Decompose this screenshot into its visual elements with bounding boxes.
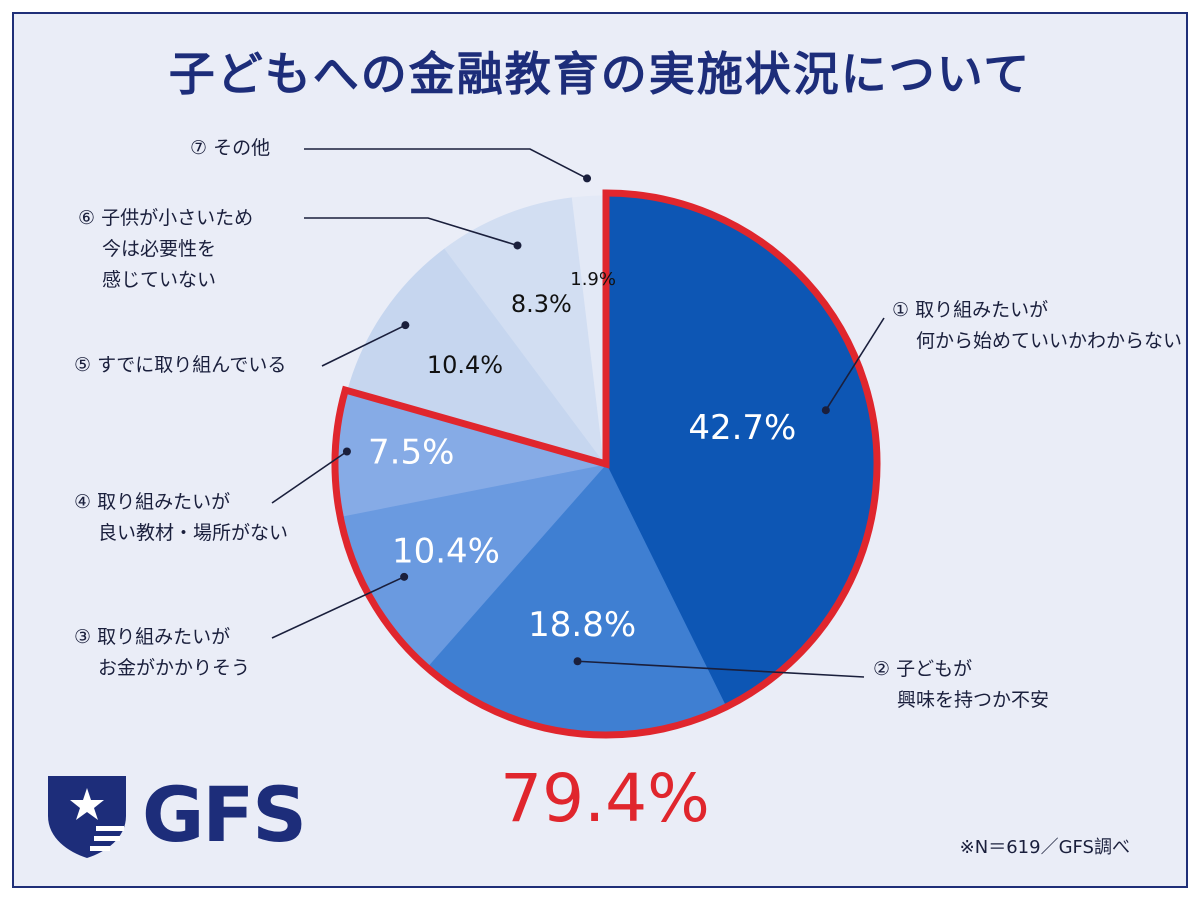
leader-dot-7	[583, 174, 592, 183]
slice-label-line: ⑦ その他	[190, 137, 271, 159]
footnote: ※N＝619／GFS調べ	[959, 837, 1130, 858]
leader-dot-4	[342, 447, 351, 456]
slice-label-3: ③ 取り組みたいが お金がかかりそう	[74, 622, 250, 684]
highlight-outline	[331, 189, 881, 739]
slice-value-6: 8.3%	[511, 290, 572, 318]
slice-label-4: ④ 取り組みたいが 良い教材・場所がない	[74, 487, 288, 549]
slice-value-4: 7.5%	[368, 433, 454, 473]
slice-label-line: 何から始めていいかわからない	[916, 330, 1183, 352]
slice-label-5: ⑤ すでに取り組んでいる	[74, 350, 286, 381]
slice-label-6: ⑥ 子供が小さいため 今は必要性を 感じていない	[78, 203, 253, 296]
slice-value-5: 10.4%	[427, 351, 503, 379]
slice-label-line: ② 子どもが	[873, 658, 973, 680]
slice-value-2: 18.8%	[528, 605, 636, 645]
slice-value-3: 10.4%	[392, 531, 500, 571]
slice-label-line: お金がかかりそう	[98, 657, 251, 679]
logo-text: GFS	[142, 770, 307, 859]
slice-label-line: ④ 取り組みたいが	[74, 491, 231, 513]
slice-label-line: ⑥ 子供が小さいため	[78, 207, 254, 229]
leader-line-4	[271, 450, 348, 504]
slice-label-line: ③ 取り組みたいが	[74, 626, 231, 648]
leader-line-6	[304, 217, 518, 247]
leader-dot-5	[401, 321, 410, 330]
pie-slice-6	[444, 197, 605, 464]
highlight-total: 79.4%	[500, 760, 710, 837]
pie-slice-5	[347, 248, 606, 463]
leader-dot-1	[821, 406, 830, 415]
slice-label-1: ① 取り組みたいが 何から始めていいかわからない	[892, 295, 1182, 357]
slice-label-line: ① 取り組みたいが	[892, 299, 1049, 321]
leader-dot-3	[400, 572, 409, 581]
slice-label-7: ⑦ その他	[190, 133, 270, 164]
slice-value-1: 42.7%	[688, 408, 796, 448]
slice-label-line: 感じていない	[102, 269, 217, 291]
slice-label-line: ⑤ すでに取り組んでいる	[74, 354, 287, 376]
leader-line-5	[321, 324, 406, 367]
slice-value-7: 1.9%	[570, 269, 616, 290]
leader-line-7	[304, 148, 588, 180]
slice-label-line: 今は必要性を	[102, 238, 217, 260]
leader-dot-6	[513, 241, 522, 250]
slice-label-line: 興味を持つか不安	[897, 689, 1050, 711]
leader-line-3	[271, 576, 405, 639]
leader-dot-2	[573, 657, 582, 666]
leader-line-1	[825, 317, 885, 411]
chart-title: 子どもへの金融教育の実施状況について	[168, 47, 1032, 101]
slice-label-line: 良い教材・場所がない	[98, 522, 289, 544]
gfs-logo: GFS	[44, 770, 307, 860]
leader-line-2	[577, 660, 865, 678]
shield-star-icon	[48, 776, 126, 858]
slice-label-2: ② 子どもが 興味を持つか不安	[873, 654, 1049, 716]
